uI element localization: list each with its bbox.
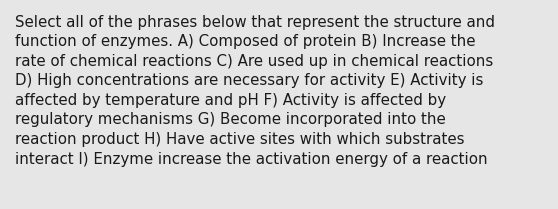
Text: Select all of the phrases below that represent the structure and
function of enz: Select all of the phrases below that rep… <box>15 15 495 167</box>
